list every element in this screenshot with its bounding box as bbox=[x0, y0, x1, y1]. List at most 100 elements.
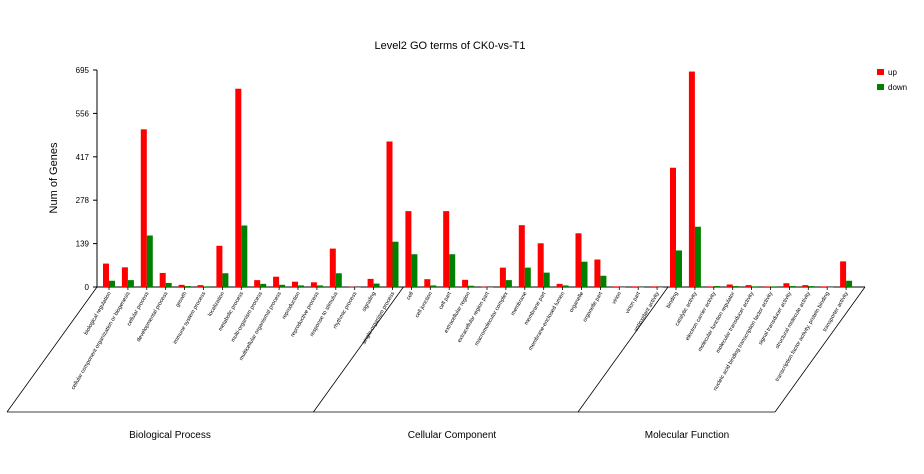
bar-up bbox=[310, 282, 317, 287]
group-divider bbox=[577, 286, 669, 413]
x-tick-label: virion part bbox=[625, 291, 643, 315]
bar-down bbox=[279, 284, 286, 287]
bar-up bbox=[159, 272, 166, 287]
x-tick-label: organelle bbox=[569, 291, 586, 314]
bar-down bbox=[468, 285, 475, 287]
bar-up bbox=[103, 263, 109, 287]
bar-down bbox=[260, 283, 267, 287]
bar-down bbox=[505, 280, 512, 287]
bar-down bbox=[827, 287, 834, 288]
bar-down bbox=[789, 286, 796, 287]
bar-up bbox=[424, 279, 431, 287]
bar-down bbox=[241, 225, 248, 287]
bar-up bbox=[254, 280, 261, 287]
x-tick-label: virion bbox=[611, 291, 623, 305]
bar-up bbox=[367, 278, 374, 287]
group-divider bbox=[6, 286, 98, 413]
bar-up bbox=[783, 283, 790, 287]
bar-up bbox=[726, 284, 733, 287]
bar-down bbox=[846, 280, 853, 287]
bar-up bbox=[121, 267, 128, 287]
bar-down bbox=[373, 283, 380, 287]
x-tick-label: signaling bbox=[361, 291, 377, 313]
group-divider bbox=[313, 286, 404, 413]
bar-down bbox=[392, 241, 399, 287]
x-tick-label: molecular transducer activity bbox=[715, 291, 755, 355]
bar-up bbox=[707, 286, 714, 287]
y-tick-label: 139 bbox=[76, 240, 90, 249]
legend-down-swatch bbox=[877, 84, 884, 90]
bar-down bbox=[430, 285, 437, 287]
bar-down bbox=[543, 272, 550, 287]
group-label: Molecular Function bbox=[645, 430, 729, 441]
bar-up bbox=[840, 261, 847, 287]
bar-up bbox=[481, 286, 487, 288]
bar-up bbox=[802, 285, 809, 287]
bar-down bbox=[203, 286, 210, 287]
x-tick-label: growth bbox=[175, 291, 188, 308]
bar-down bbox=[335, 273, 342, 287]
y-axis-label: Num of Genes bbox=[48, 142, 60, 213]
bar-up bbox=[273, 276, 280, 287]
bar-down bbox=[184, 286, 191, 287]
bar-down bbox=[109, 280, 115, 287]
bar-up bbox=[613, 286, 620, 287]
bar-down bbox=[732, 286, 739, 287]
group-frame: Biological Process Cellular Component Mole… bbox=[6, 286, 866, 441]
bar-down bbox=[165, 282, 172, 287]
bar-up bbox=[178, 284, 185, 287]
bar-down bbox=[127, 280, 134, 287]
bar-up bbox=[651, 286, 658, 287]
x-tick-label: membrane-enclosed lumen bbox=[528, 291, 567, 352]
bar-up bbox=[821, 286, 828, 287]
group-label: Biological Process bbox=[129, 430, 211, 441]
axes: 0 139 278 417 556 695 bbox=[76, 66, 865, 292]
bar-up bbox=[443, 211, 450, 287]
bar-down bbox=[222, 273, 229, 287]
x-tick-label: binding bbox=[666, 291, 680, 309]
bar-up bbox=[688, 71, 695, 287]
bar-down bbox=[713, 286, 720, 287]
legend-up-label: up bbox=[888, 68, 897, 77]
bar-down bbox=[524, 267, 531, 287]
bar-up bbox=[348, 286, 355, 288]
bar-up bbox=[197, 285, 204, 287]
bar-up bbox=[632, 286, 639, 287]
bar-up bbox=[329, 248, 336, 287]
x-tick-label: reproduction bbox=[281, 291, 301, 320]
group-label: Cellular Component bbox=[408, 430, 497, 441]
bar-up bbox=[670, 167, 676, 287]
y-tick-label: 695 bbox=[76, 66, 90, 75]
legend-up-swatch bbox=[877, 69, 884, 75]
y-tick-label: 0 bbox=[85, 283, 90, 292]
bar-down bbox=[449, 254, 456, 287]
bar-up bbox=[556, 283, 563, 287]
bar-down bbox=[581, 261, 588, 287]
bar-down bbox=[619, 287, 626, 288]
bar-down bbox=[316, 285, 323, 287]
bar-up bbox=[462, 279, 469, 287]
bar-up bbox=[499, 267, 506, 287]
x-tick-label: structural molecule activity bbox=[775, 291, 813, 350]
x-tick-label: macromolecular complex bbox=[474, 291, 510, 347]
bar-down bbox=[751, 286, 758, 287]
bar-up bbox=[594, 259, 601, 287]
bar-up bbox=[386, 141, 393, 287]
bar-down bbox=[600, 275, 607, 287]
x-tick-label: cell bbox=[406, 291, 415, 301]
y-tick-label: 278 bbox=[76, 196, 90, 205]
bar-down bbox=[770, 286, 777, 287]
bar-up bbox=[216, 245, 223, 287]
bar-up bbox=[292, 281, 298, 287]
x-tick-label: organelle part bbox=[582, 291, 604, 324]
x-tick-label: signal transducer activity bbox=[758, 291, 793, 346]
bar-up bbox=[764, 286, 771, 287]
bar-down bbox=[562, 285, 569, 287]
bar-up bbox=[575, 233, 582, 287]
bar-up bbox=[140, 129, 147, 287]
bars bbox=[103, 71, 853, 288]
chart-title: Level2 GO terms of CK0-vs-T1 bbox=[375, 40, 526, 52]
bar-down bbox=[808, 286, 815, 287]
